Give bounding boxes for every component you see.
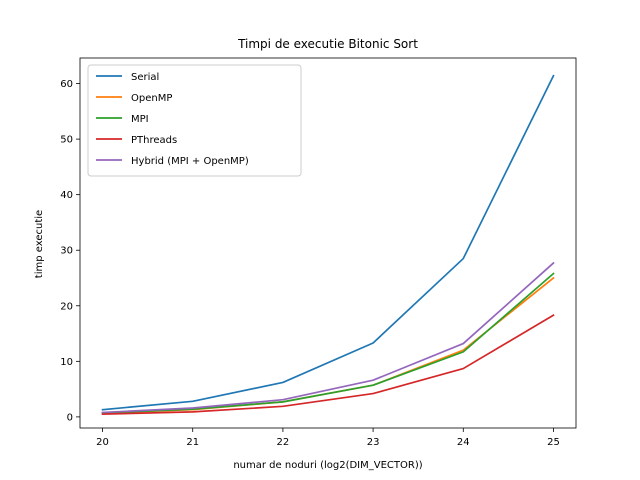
x-tick-label: 25	[547, 437, 560, 448]
legend-label: PThreads	[131, 135, 177, 146]
tick-layer: 20 21 22 23 24 25 0 10 20 30 40 50 60	[60, 79, 560, 448]
y-tick-label: 40	[60, 190, 73, 201]
series-line	[101, 261, 555, 414]
x-tick-label: 22	[277, 437, 290, 448]
legend-box	[87, 64, 302, 177]
x-tick-label: 21	[186, 437, 199, 448]
y-axis-label: timp executie	[34, 210, 45, 278]
legend-label: Hybrid (MPI + OpenMP)	[131, 156, 249, 167]
chart-title: Timpi de executie Bitonic Sort	[237, 37, 418, 51]
series-line	[101, 272, 555, 414]
series-line	[101, 314, 555, 415]
x-tick-label: 23	[367, 437, 380, 448]
legend: Serial OpenMP MPI PThreads Hybrid (MPI + Ope…	[87, 64, 302, 177]
series-line	[101, 74, 555, 411]
y-tick-label: 30	[60, 246, 73, 257]
y-tick-label: 10	[60, 357, 73, 368]
x-tick-label: 24	[457, 437, 470, 448]
legend-label: MPI	[131, 114, 149, 125]
legend-label: Serial	[131, 72, 159, 83]
x-tick-label: 20	[96, 437, 109, 448]
y-tick-label: 50	[60, 135, 73, 146]
y-tick-label: 0	[67, 412, 73, 423]
y-tick-label: 60	[60, 79, 73, 90]
x-axis-label: numar de noduri (log2(DIM_VECTOR))	[233, 460, 422, 471]
plot-frame	[79, 57, 577, 429]
series-layer	[101, 74, 555, 415]
legend-label: OpenMP	[131, 93, 172, 104]
y-tick-label: 20	[60, 301, 73, 312]
